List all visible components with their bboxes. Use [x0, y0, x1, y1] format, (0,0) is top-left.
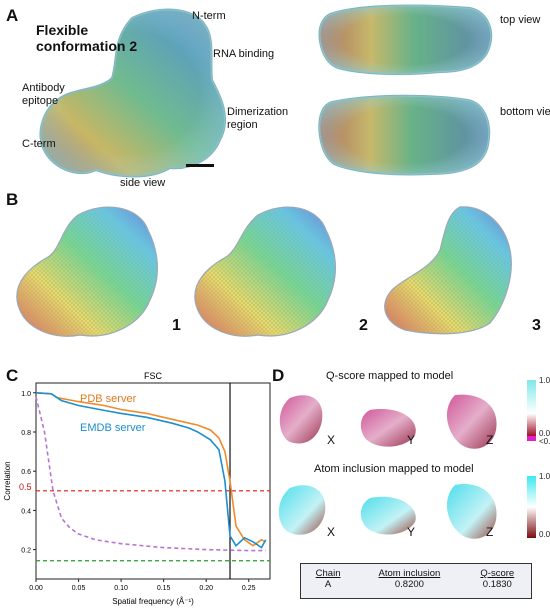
table-row: A 0.8200 0.1830 — [301, 579, 531, 590]
scale-bar — [186, 164, 214, 167]
top-view-density — [318, 4, 493, 76]
y-tick-label: 0.4 — [21, 508, 31, 515]
atom-colorbar — [527, 476, 536, 538]
x-tick-label: 0.25 — [242, 585, 256, 592]
score-table-header: Chain Atom inclusion Q-score — [301, 568, 531, 579]
score-table-grid: Chain Atom inclusion Q-score A 0.8200 0.… — [301, 568, 531, 590]
panel-d-letter: D — [272, 366, 285, 385]
qscore-model-x — [279, 395, 323, 444]
qscore-colorbar-negative — [527, 436, 536, 441]
qscore-axis-z: Z — [486, 433, 494, 447]
fsc-y-label: Correlation — [3, 461, 12, 500]
atom-model-z — [446, 484, 497, 539]
label-antibody-line1: Antibody — [22, 82, 65, 94]
side-view-density — [39, 8, 227, 178]
qscore-colorbar-zero: 0.0 — [539, 429, 550, 438]
atom-colorbar-top: 1.0 — [539, 472, 550, 481]
atom-inclusion-title: Atom inclusion mapped to model — [314, 463, 474, 475]
score-table: Chain Atom inclusion Q-score A 0.8200 0.… — [300, 563, 532, 599]
qscore-colorbar-negative-label: <0.0 — [539, 437, 550, 446]
series-line — [35, 392, 267, 549]
x-tick-label: 0.15 — [157, 585, 171, 592]
panel-a-letter: A — [6, 6, 19, 25]
panel-a-maps — [39, 4, 493, 178]
header-chain: Chain — [315, 568, 341, 579]
cell-atom-inclusion: 0.8200 — [394, 579, 424, 590]
label-dimerization-line2: region — [227, 119, 258, 131]
model-3-map — [384, 206, 512, 335]
x-tick-label: 0.00 — [29, 585, 43, 592]
label-n-term: N-term — [192, 10, 226, 22]
label-antibody-line2: epitope — [22, 95, 59, 107]
atom-model-x — [278, 485, 326, 535]
model-3-number: 3 — [532, 317, 541, 334]
qscore-model-z — [446, 394, 497, 449]
atom-axis-y: Y — [407, 525, 416, 539]
qscore-model-y — [360, 409, 416, 447]
atom-model-y — [360, 496, 416, 535]
atom-axis-x: X — [327, 525, 336, 539]
series-line — [35, 392, 267, 547]
label-side-view: side view — [120, 177, 166, 189]
label-c-term: C-term — [22, 138, 56, 150]
y-tick-label: 0.6 — [21, 469, 31, 476]
panel-d-models — [278, 380, 536, 539]
fsc-title: FSC — [144, 371, 163, 381]
panel-b-models — [16, 206, 512, 337]
legend-emdb-server: EMDB server — [80, 422, 146, 434]
y-tick-label: 1.0 — [21, 391, 31, 398]
atom-colorbar-bottom: 0.0 — [539, 530, 550, 539]
threshold-label-0-5: 0.5 — [19, 482, 32, 492]
legend-pdb-server: PDB server — [80, 393, 137, 405]
cell-chain: A — [324, 579, 332, 590]
y-tick-label: 0.8 — [21, 430, 31, 437]
panel-b-letter: B — [6, 190, 19, 209]
label-dimerization-line1: Dimerization — [227, 106, 289, 118]
qscore-title: Q-score mapped to model — [326, 370, 454, 382]
y-tick-label: 0.2 — [21, 548, 31, 555]
qscore-colorbar — [527, 380, 536, 436]
model-2-map — [194, 206, 336, 337]
panel-a-title: Flexible conformation 2 — [36, 22, 137, 54]
label-rna-binding: RNA binding — [213, 48, 275, 60]
panel-a-title-line2: conformation 2 — [36, 38, 138, 54]
x-tick-label: 0.10 — [114, 585, 128, 592]
label-dimerization-region: Dimerization region — [227, 106, 288, 132]
fsc-x-label: Spatial frequency (Å⁻¹) — [112, 597, 194, 606]
bottom-view-density — [318, 94, 491, 176]
qscore-axis-x: X — [327, 433, 336, 447]
label-antibody-epitope: Antibody epitope — [22, 82, 65, 108]
model-1-number: 1 — [172, 317, 181, 334]
panel-a-title-line1: Flexible — [36, 22, 89, 38]
panel-c-letter: C — [6, 366, 19, 385]
header-atom-inclusion: Atom inclusion — [378, 568, 441, 579]
cell-qscore: 0.1830 — [482, 579, 512, 590]
fsc-plot-frame — [35, 382, 271, 580]
atom-axis-z: Z — [486, 525, 494, 539]
model-2-number: 2 — [359, 317, 368, 334]
x-tick-label: 0.20 — [199, 585, 213, 592]
x-tick-label: 0.05 — [72, 585, 86, 592]
series-line — [35, 396, 266, 552]
label-bottom-view: bottom view — [500, 106, 550, 118]
fsc-chart: FSC Spatial frequency (Å⁻¹) Correlation … — [3, 371, 271, 606]
qscore-axis-y: Y — [407, 433, 416, 447]
model-1-map — [16, 206, 158, 337]
qscore-colorbar-top: 1.0 — [539, 376, 550, 385]
header-qscore: Q-score — [480, 568, 515, 579]
label-top-view: top view — [500, 14, 541, 26]
